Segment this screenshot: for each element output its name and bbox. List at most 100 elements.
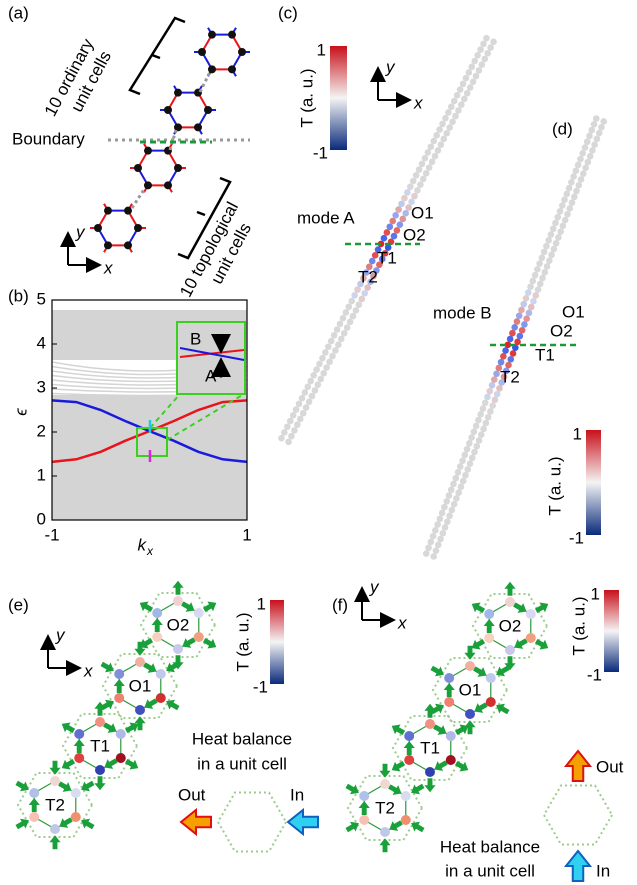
site-label: T1 xyxy=(535,345,555,364)
cell-link xyxy=(200,72,210,92)
site xyxy=(534,266,541,273)
heat-flux-arrow xyxy=(14,815,32,832)
site xyxy=(570,173,577,180)
site xyxy=(392,212,399,219)
site xyxy=(278,435,285,442)
colorbar-tick: 1 xyxy=(317,40,326,59)
site xyxy=(507,356,514,363)
site xyxy=(578,176,585,183)
heat-out-arrow xyxy=(181,810,211,834)
site xyxy=(358,296,365,303)
site xyxy=(391,233,398,240)
site xyxy=(156,693,166,703)
site xyxy=(435,542,442,549)
site xyxy=(474,52,481,59)
site xyxy=(498,359,505,366)
heat-flux-arrow xyxy=(359,801,370,815)
colorbar xyxy=(330,46,347,150)
site xyxy=(464,90,471,97)
site xyxy=(380,827,390,837)
atom xyxy=(94,224,102,232)
site xyxy=(573,167,580,174)
site xyxy=(50,776,60,786)
atom xyxy=(208,65,216,73)
site xyxy=(518,307,525,314)
site xyxy=(293,406,300,413)
heat-out-arrow-shape xyxy=(566,751,590,781)
site xyxy=(306,399,313,406)
site xyxy=(526,310,533,317)
site xyxy=(455,107,462,114)
y-axis-label: ϵ xyxy=(11,408,30,416)
site xyxy=(299,395,306,402)
site xyxy=(535,286,542,293)
site xyxy=(338,336,345,343)
site xyxy=(340,315,347,322)
site xyxy=(425,719,435,729)
site xyxy=(285,439,292,446)
site xyxy=(290,412,297,419)
site xyxy=(334,326,341,333)
site xyxy=(458,101,465,108)
site xyxy=(319,355,326,362)
heat-flux-arrow-shape xyxy=(469,599,487,616)
heat-flux-arrow-shape xyxy=(404,741,415,755)
heat-flux-arrow-shape xyxy=(344,781,362,798)
site xyxy=(71,812,81,822)
site xyxy=(505,645,515,655)
site-label: O2 xyxy=(550,321,573,340)
colorbar-tick: 1 xyxy=(591,584,600,603)
atom xyxy=(174,89,182,97)
site xyxy=(419,161,426,168)
site xyxy=(459,457,466,464)
site xyxy=(411,193,418,200)
heat-out-arrow xyxy=(566,751,590,781)
site xyxy=(135,705,145,715)
site xyxy=(484,609,494,619)
site xyxy=(386,223,393,230)
heat-in-arrow-shape xyxy=(288,810,318,834)
site xyxy=(284,423,291,430)
axis-label: y xyxy=(385,57,396,76)
site xyxy=(441,504,448,511)
site xyxy=(462,472,469,479)
site-label: T2 xyxy=(500,367,520,386)
site xyxy=(586,133,593,140)
site xyxy=(525,289,532,296)
inset-label: A xyxy=(205,366,217,385)
site xyxy=(481,56,488,63)
site xyxy=(297,416,304,423)
site xyxy=(460,478,467,485)
site xyxy=(315,381,322,388)
site xyxy=(460,81,467,88)
bracket xyxy=(130,18,185,94)
site xyxy=(486,388,493,395)
axis-label: y xyxy=(75,222,86,241)
heat-flux-arrow-shape xyxy=(429,663,447,680)
site xyxy=(479,61,486,68)
heat-flux-arrow xyxy=(59,756,77,773)
site xyxy=(446,124,453,131)
cell-label: O1 xyxy=(459,680,482,699)
site xyxy=(445,109,452,116)
site xyxy=(466,69,473,76)
site xyxy=(484,633,494,643)
balance-label: Heat balance xyxy=(192,729,292,748)
site xyxy=(548,231,555,238)
cell-label: O2 xyxy=(167,615,190,634)
atom xyxy=(164,181,172,189)
site xyxy=(359,791,369,801)
heat-flux-arrow-shape xyxy=(444,683,455,697)
heat-in-arrow xyxy=(288,810,318,834)
site xyxy=(473,73,480,80)
site xyxy=(449,507,456,514)
site xyxy=(296,401,303,408)
atom xyxy=(104,207,112,215)
site xyxy=(427,143,434,150)
x-tick-label: -1 xyxy=(44,525,59,544)
cell-label: T2 xyxy=(45,795,65,814)
cell-label: O2 xyxy=(499,616,522,635)
site-label: T1 xyxy=(377,248,397,267)
site xyxy=(416,166,423,173)
heat-flux-arrow xyxy=(99,659,117,676)
